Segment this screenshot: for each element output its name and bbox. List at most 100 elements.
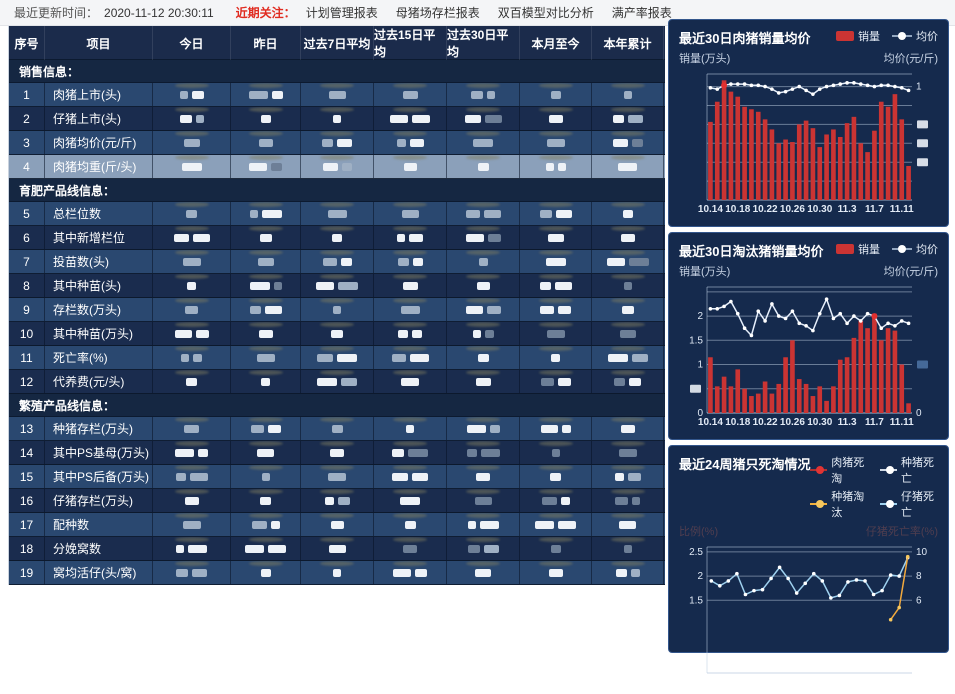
redaction-smear bbox=[320, 131, 354, 136]
cell-redacted-value bbox=[447, 346, 520, 369]
cell-redacted-value bbox=[231, 250, 301, 273]
data-table: 序号 项目 今日 昨日 过去7日平均 过去15日平均 过去30日平均 本月至今 本年累计 销售信息… bbox=[8, 26, 665, 585]
redaction-smear bbox=[248, 489, 283, 494]
legend-item-均价[interactable]: 均价 bbox=[892, 241, 938, 257]
redaction-smear bbox=[393, 465, 427, 470]
table-row[interactable]: 7 投苗数(头) bbox=[9, 250, 665, 274]
table-row[interactable]: 13 种猪存栏(万头) bbox=[9, 417, 665, 441]
table-row[interactable]: 15 其中PS后备(万头) bbox=[9, 465, 665, 489]
redaction-smear bbox=[466, 250, 500, 255]
redaction-smear bbox=[538, 489, 573, 494]
redacted-block bbox=[258, 138, 273, 147]
data-point bbox=[763, 84, 767, 89]
y-right-tick-label: 6 bbox=[916, 595, 922, 606]
redaction-smear bbox=[466, 513, 500, 518]
data-point bbox=[790, 309, 795, 314]
chart-svg: 2.5 10 2 8 1.5 6 bbox=[689, 546, 928, 674]
data-point bbox=[749, 333, 754, 338]
table-row[interactable]: 9 存栏数(万头) bbox=[9, 298, 665, 322]
table-row[interactable]: 2 仔猪上市(头) bbox=[9, 107, 665, 131]
report-link-3[interactable]: 双百模型对比分析 bbox=[497, 6, 594, 20]
row-index: 16 bbox=[9, 489, 45, 512]
legend-item-均价[interactable]: 均价 bbox=[892, 28, 938, 44]
table-row[interactable]: 5 总栏位数 bbox=[9, 202, 665, 226]
redacted-block bbox=[249, 281, 270, 290]
redacted-block bbox=[487, 233, 501, 242]
table-row[interactable]: 6 其中新增栏位 bbox=[9, 226, 665, 250]
redacted-block bbox=[261, 209, 282, 218]
bar bbox=[755, 111, 761, 200]
bar bbox=[810, 128, 816, 200]
x-tick-label: 10.18 bbox=[725, 417, 750, 428]
redaction-smear bbox=[610, 83, 645, 88]
legend-item-肉猪死淘[interactable]: 肉猪死淘 bbox=[810, 454, 868, 486]
x-tick-label: 10.26 bbox=[780, 204, 805, 215]
cell-redacted-value bbox=[301, 155, 374, 178]
bar bbox=[783, 357, 788, 413]
cell-redacted-value bbox=[447, 417, 520, 440]
redaction-smear bbox=[248, 131, 283, 136]
redacted-block bbox=[390, 114, 408, 123]
table-row[interactable]: 18 分娩窝数 bbox=[9, 537, 665, 561]
x-tick-label: 11.7 bbox=[865, 204, 884, 215]
legend-label: 肉猪死淘 bbox=[831, 457, 865, 485]
redaction-smear bbox=[248, 322, 283, 327]
row-index: 17 bbox=[9, 513, 45, 536]
redacted-block bbox=[183, 138, 200, 147]
redacted-block bbox=[551, 353, 560, 362]
table-row[interactable]: 8 其中种苗(头) bbox=[9, 274, 665, 298]
redacted-block bbox=[475, 568, 491, 577]
table-row[interactable]: 11 死亡率(%) bbox=[9, 346, 665, 370]
header-cell-0: 序号 bbox=[9, 26, 45, 60]
redacted-block bbox=[179, 90, 188, 99]
redaction-smear bbox=[248, 202, 283, 207]
redaction-smear bbox=[610, 322, 645, 327]
table-row[interactable]: 19 窝均活仔(头/窝) bbox=[9, 561, 665, 585]
legend-item-销量[interactable]: 销量 bbox=[836, 28, 880, 44]
legend-label: 种猪死亡 bbox=[901, 457, 935, 485]
table-row[interactable]: 1 肉猪上市(头) bbox=[9, 83, 665, 107]
table-row[interactable]: 17 配种数 bbox=[9, 513, 665, 537]
data-point bbox=[824, 297, 829, 301]
table-row[interactable]: 3 肉猪均价(元/斤) bbox=[9, 131, 665, 155]
data-point bbox=[899, 319, 904, 323]
table-row[interactable]: 16 仔猪存栏(万头) bbox=[9, 489, 665, 513]
redacted-block bbox=[328, 472, 346, 481]
data-point bbox=[906, 321, 911, 326]
redacted-block bbox=[176, 544, 184, 553]
redaction-smear bbox=[610, 155, 645, 160]
cell-redacted-value bbox=[592, 465, 664, 488]
redacted-block bbox=[322, 162, 338, 171]
table-row[interactable]: 14 其中PS基母(万头) bbox=[9, 441, 665, 465]
data-point bbox=[726, 579, 731, 583]
cell-redacted-value bbox=[520, 83, 592, 106]
redaction-smear bbox=[466, 83, 500, 88]
redaction-smear bbox=[538, 155, 573, 160]
redaction-smear bbox=[174, 83, 209, 88]
y-right-tick-label: 8 bbox=[916, 571, 922, 582]
table-row[interactable]: 4 肉猪均重(斤/头) bbox=[9, 155, 665, 179]
series-line-均价 bbox=[710, 82, 909, 96]
legend-item-仔猪死亡[interactable]: 仔猪死亡 bbox=[880, 488, 938, 520]
redacted-block bbox=[328, 90, 346, 99]
legend-item-销量[interactable]: 销量 bbox=[836, 241, 880, 257]
cell-redacted-value bbox=[231, 202, 301, 225]
cell-redacted-value bbox=[592, 202, 664, 225]
redacted-block bbox=[612, 138, 628, 147]
legend-item-种猪淘汰[interactable]: 种猪淘汰 bbox=[810, 488, 868, 520]
legend-item-种猪死亡[interactable]: 种猪死亡 bbox=[880, 454, 938, 486]
cell-redacted-value bbox=[592, 417, 664, 440]
bar bbox=[831, 129, 836, 200]
redacted-block bbox=[338, 281, 358, 290]
section-row-2: 繁殖产品线信息： bbox=[9, 394, 665, 417]
data-point bbox=[804, 323, 808, 328]
report-link-2[interactable]: 母猪场存栏报表 bbox=[395, 6, 480, 20]
cell-redacted-value bbox=[374, 83, 447, 106]
redaction-smear bbox=[174, 465, 209, 470]
row-name: 其中PS后备(万头) bbox=[45, 465, 153, 488]
report-link-1[interactable]: 计划管理报表 bbox=[305, 6, 378, 20]
table-row[interactable]: 12 代养费(元/头) bbox=[9, 370, 665, 394]
table-row[interactable]: 10 其中种苗(万头) bbox=[9, 322, 665, 346]
report-link-4[interactable]: 满产率报表 bbox=[611, 6, 672, 20]
legend-label: 仔猪死亡 bbox=[901, 491, 935, 519]
